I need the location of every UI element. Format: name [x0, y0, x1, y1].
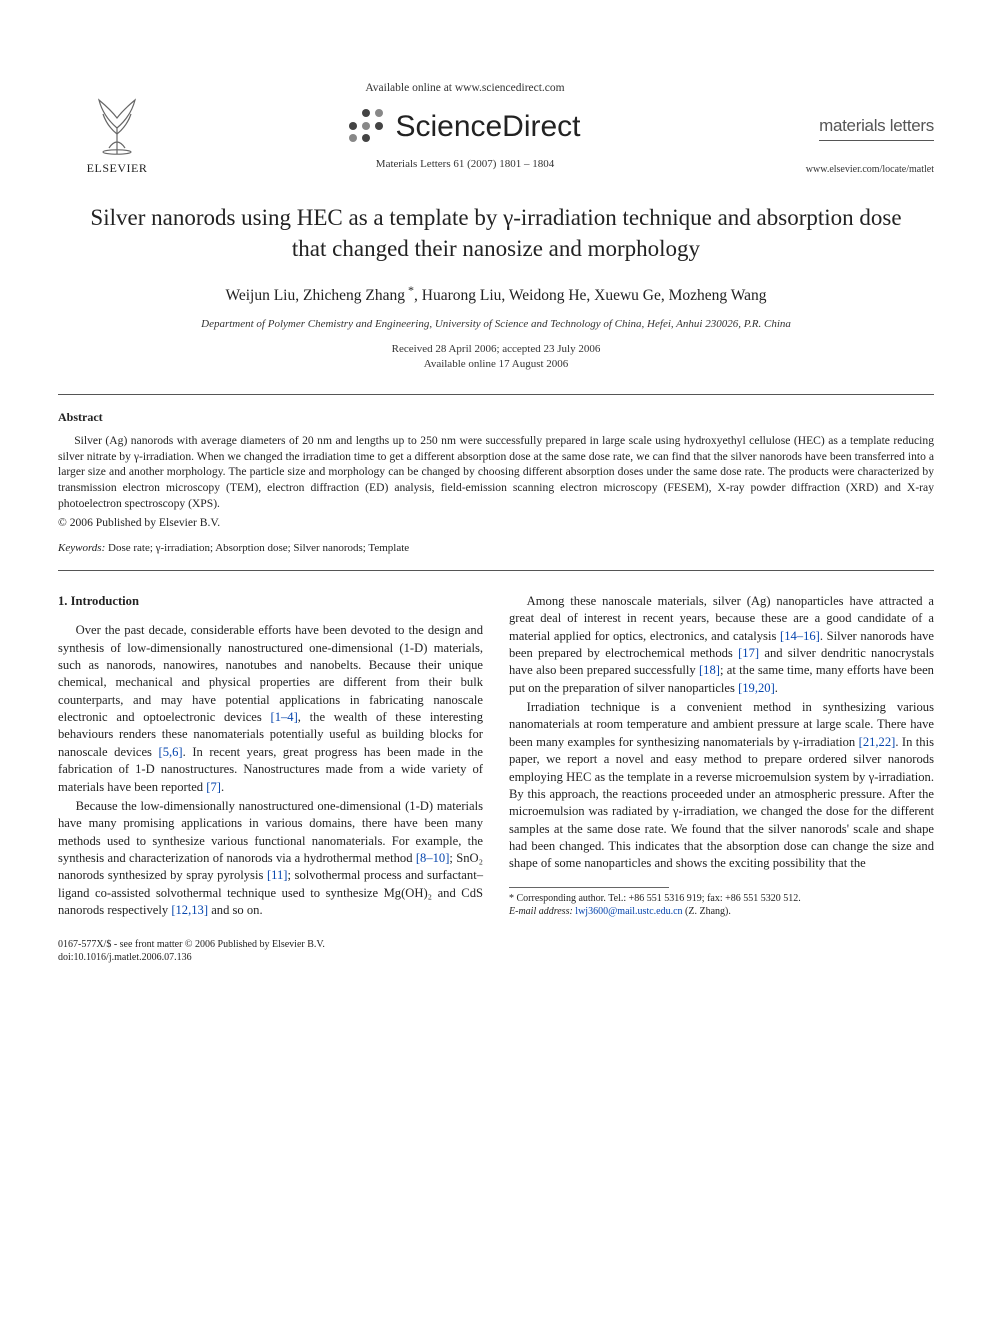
ref-link[interactable]: [18] — [699, 663, 720, 677]
publisher-block: ELSEVIER — [58, 40, 176, 176]
ref-link[interactable]: [21,22] — [859, 735, 896, 749]
front-matter-line: 0167-577X/$ - see front matter © 2006 Pu… — [58, 938, 934, 951]
footnote-label: * Corresponding author. — [509, 893, 606, 904]
header-center: Available online at www.sciencedirect.co… — [176, 81, 754, 177]
doi-line: doi:10.1016/j.matlet.2006.07.136 — [58, 951, 934, 964]
author: Xuewu Ge — [594, 287, 661, 304]
body-paragraph: Because the low-dimensionally nanostruct… — [58, 798, 483, 920]
author: Huarong Liu — [422, 287, 502, 304]
sciencedirect-logo: ScienceDirect — [349, 107, 580, 148]
ref-link[interactable]: [14–16] — [780, 629, 820, 643]
section-heading-intro: 1. Introduction — [58, 593, 483, 610]
sciencedirect-wordmark: ScienceDirect — [395, 107, 580, 148]
affiliation: Department of Polymer Chemistry and Engi… — [58, 317, 934, 332]
header-right: materials letters www.elsevier.com/locat… — [754, 57, 934, 176]
author: Mozheng Wang — [669, 287, 767, 304]
ref-link[interactable]: [11] — [267, 868, 288, 882]
dates-received: Received 28 April 2006; accepted 23 July… — [58, 342, 934, 357]
footnote-email[interactable]: lwj3600@mail.ustc.edu.cn — [575, 906, 682, 917]
publisher-label: ELSEVIER — [58, 160, 176, 176]
ref-link[interactable]: [17] — [738, 646, 759, 660]
article-title: Silver nanorods using HEC as a template … — [58, 202, 934, 264]
abstract-text: Silver (Ag) nanorods with average diamet… — [58, 433, 934, 511]
body-paragraph: Irradiation technique is a convenient me… — [509, 699, 934, 873]
ref-link[interactable]: [19,20] — [738, 681, 775, 695]
abstract-heading: Abstract — [58, 409, 934, 425]
author: Weidong He — [509, 287, 587, 304]
dates-online: Available online 17 August 2006 — [58, 357, 934, 372]
ref-link[interactable]: [7] — [206, 780, 221, 794]
corresponding-marker: * — [405, 283, 414, 297]
footnote-email-suffix: (Z. Zhang). — [685, 906, 731, 917]
rule-below-keywords — [58, 570, 934, 571]
author: Weijun Liu — [225, 287, 295, 304]
keywords-line: Keywords: Dose rate; γ-irradiation; Abso… — [58, 541, 934, 556]
available-online-line: Available online at www.sciencedirect.co… — [176, 81, 754, 97]
footnote-fax: fax: +86 551 5320 512. — [707, 893, 801, 904]
corresponding-author-footnote: * Corresponding author. Tel.: +86 551 53… — [509, 892, 934, 918]
ref-link[interactable]: [1–4] — [271, 710, 298, 724]
author: Zhicheng Zhang — [303, 287, 405, 304]
elsevier-tree-icon — [85, 84, 149, 156]
body-columns: 1. Introduction Over the past decade, co… — [58, 593, 934, 920]
abstract-copyright: © 2006 Published by Elsevier B.V. — [58, 515, 934, 531]
abstract-block: Abstract Silver (Ag) nanorods with avera… — [58, 409, 934, 531]
authors-line: Weijun Liu, Zhicheng Zhang *, Huarong Li… — [58, 282, 934, 307]
ref-link[interactable]: [5,6] — [159, 745, 183, 759]
footnote-tel: Tel.: +86 551 5316 919; — [608, 893, 704, 904]
ref-link[interactable]: [12,13] — [171, 903, 208, 917]
journal-url: www.elsevier.com/locate/matlet — [754, 163, 934, 177]
keywords-label: Keywords: — [58, 542, 105, 554]
journal-name: materials letters — [819, 115, 934, 141]
title-block: Silver nanorods using HEC as a template … — [58, 202, 934, 372]
rule-above-abstract — [58, 394, 934, 395]
footnote-email-label: E-mail address: — [509, 906, 573, 917]
keywords-text: Dose rate; γ-irradiation; Absorption dos… — [108, 542, 409, 554]
article-identifiers: 0167-577X/$ - see front matter © 2006 Pu… — [58, 938, 934, 964]
sciencedirect-dots-icon — [349, 109, 385, 145]
footnote-separator — [509, 887, 669, 888]
body-paragraph: Over the past decade, considerable effor… — [58, 622, 483, 796]
dates-block: Received 28 April 2006; accepted 23 July… — [58, 342, 934, 372]
ref-link[interactable]: [8–10] — [416, 851, 450, 865]
page-header: ELSEVIER Available online at www.science… — [58, 40, 934, 176]
body-paragraph: Among these nanoscale materials, silver … — [509, 593, 934, 697]
citation-line: Materials Letters 61 (2007) 1801 – 1804 — [176, 157, 754, 172]
